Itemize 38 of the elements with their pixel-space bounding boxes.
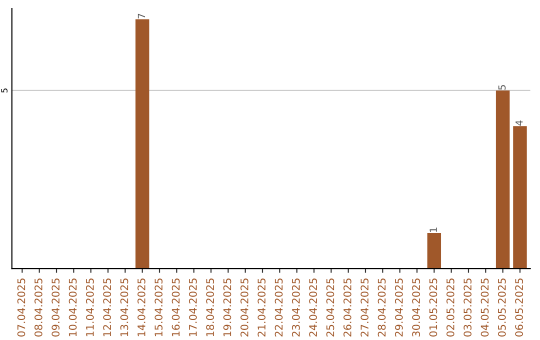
x-tick-label: 26.04.2025: [343, 278, 352, 337]
x-tick-label: 23.04.2025: [292, 278, 300, 337]
x-tick-label: 03.05.2025: [464, 278, 472, 337]
x-tick-label: 17.04.2025: [188, 278, 197, 336]
x-tick-label: 27.04.2025: [360, 278, 369, 337]
x-tick-label: 07.04.2025: [17, 278, 26, 337]
x-tick-label: 08.04.2025: [34, 278, 42, 337]
x-tick-label: 28.04.2025: [378, 278, 386, 337]
data-label: 5: [498, 85, 506, 90]
x-tick-label: 14.04.2025: [137, 278, 146, 336]
x-tick-label: 12.04.2025: [103, 278, 112, 336]
x-tick-label: 01.05.2025: [429, 278, 438, 337]
x-tick-label: 19.04.2025: [223, 278, 232, 336]
bar: [427, 232, 442, 269]
x-tick-label: 21.04.2025: [258, 278, 266, 337]
x-tick-label: 29.04.2025: [394, 278, 403, 337]
x-tick-label: 16.04.2025: [172, 278, 180, 336]
x-tick-label: 22.04.2025: [274, 278, 283, 337]
x-tick-label: 13.04.2025: [120, 278, 128, 336]
x-tick-label: 20.04.2025: [240, 278, 248, 337]
x-tick-label: 02.05.2025: [446, 278, 454, 337]
x-tick-label: 10.04.2025: [68, 278, 77, 336]
data-label: 7: [138, 14, 146, 18]
bar: [513, 126, 527, 269]
x-tick-label: 05.05.2025: [498, 278, 506, 337]
x-tick-label: 30.04.2025: [412, 278, 420, 336]
x-tick-label: 06.05.2025: [515, 278, 524, 337]
x-tick-label: 04.05.2025: [480, 278, 489, 337]
bar: [496, 90, 510, 269]
x-tick-label: 18.04.2025: [206, 278, 214, 336]
x-tick-label: 24.04.2025: [309, 278, 318, 337]
data-label: 4: [516, 120, 523, 126]
x-tick-label: 25.04.2025: [326, 278, 334, 337]
x-tick-label: 15.04.2025: [154, 278, 163, 336]
data-label: 1: [430, 228, 437, 232]
bar: [135, 19, 150, 269]
x-tick-label: 11.04.2025: [86, 278, 94, 336]
x-tick-label: 09.04.2025: [52, 278, 60, 337]
